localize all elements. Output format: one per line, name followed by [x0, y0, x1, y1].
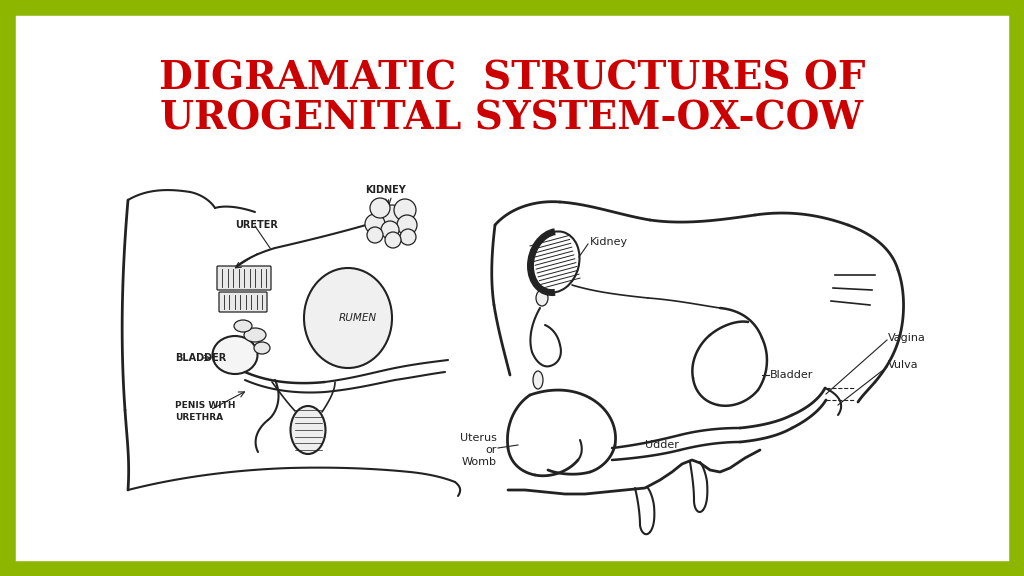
- Text: URETER: URETER: [234, 220, 278, 230]
- Circle shape: [370, 198, 390, 218]
- FancyBboxPatch shape: [217, 266, 271, 290]
- Ellipse shape: [536, 290, 548, 306]
- Ellipse shape: [244, 328, 266, 342]
- Circle shape: [381, 221, 399, 239]
- Text: URETHRA: URETHRA: [175, 414, 223, 423]
- Text: Kidney: Kidney: [590, 237, 628, 247]
- Circle shape: [394, 199, 416, 221]
- Text: Vulva: Vulva: [888, 360, 919, 370]
- Circle shape: [379, 205, 406, 231]
- Text: Vagina: Vagina: [888, 333, 926, 343]
- Text: PENIS WITH: PENIS WITH: [175, 400, 236, 410]
- Text: or: or: [485, 445, 497, 455]
- Text: Uterus: Uterus: [460, 433, 497, 443]
- Ellipse shape: [304, 268, 392, 368]
- Text: Bladder: Bladder: [770, 370, 813, 380]
- Ellipse shape: [254, 342, 270, 354]
- Circle shape: [365, 214, 385, 234]
- Text: UROGENITAL SYSTEM-OX-COW: UROGENITAL SYSTEM-OX-COW: [161, 99, 863, 137]
- Text: BLADDER: BLADDER: [175, 353, 226, 363]
- FancyBboxPatch shape: [219, 292, 267, 312]
- Circle shape: [400, 229, 416, 245]
- Ellipse shape: [534, 371, 543, 389]
- Text: DIGRAMATIC  STRUCTURES OF: DIGRAMATIC STRUCTURES OF: [159, 59, 865, 97]
- Ellipse shape: [234, 320, 252, 332]
- Circle shape: [397, 215, 417, 235]
- Ellipse shape: [291, 406, 326, 454]
- Text: KIDNEY: KIDNEY: [365, 185, 406, 195]
- Ellipse shape: [213, 336, 257, 374]
- Circle shape: [367, 227, 383, 243]
- Text: Udder: Udder: [645, 440, 679, 450]
- Ellipse shape: [530, 232, 580, 293]
- Text: RUMEN: RUMEN: [339, 313, 377, 323]
- Circle shape: [385, 232, 401, 248]
- Text: Womb: Womb: [462, 457, 497, 467]
